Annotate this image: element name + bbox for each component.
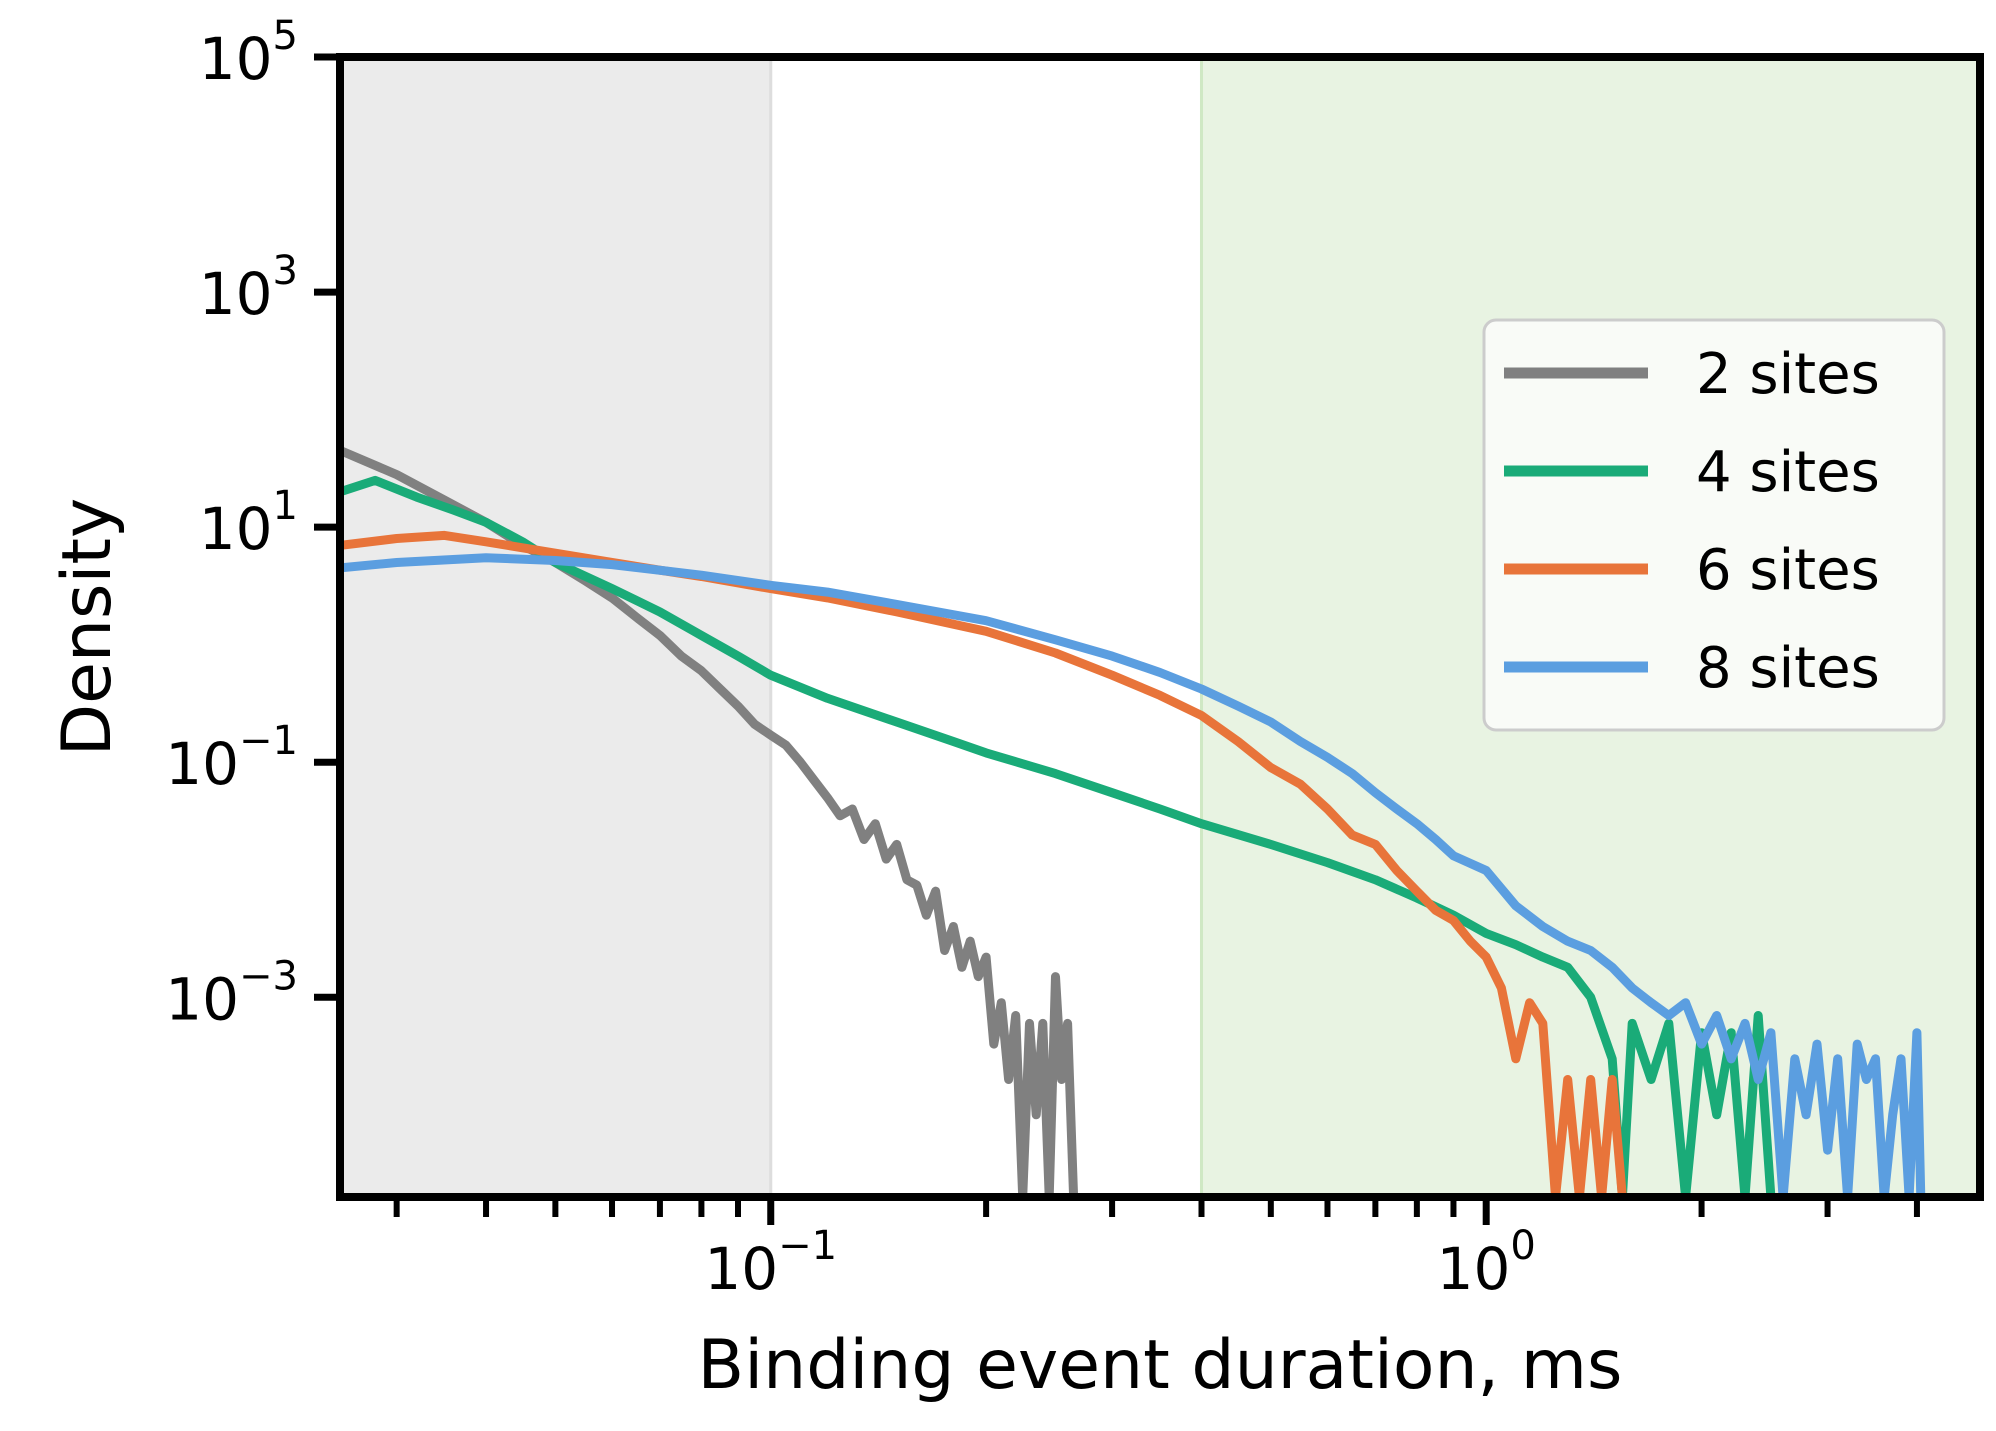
- legend-label-2: 4 sites: [1696, 440, 1880, 505]
- y-tick-exponent-1: −3: [239, 953, 298, 999]
- y-axis-ticks: 10−3 10−1 101 103 105: [165, 13, 340, 1033]
- y-tick-label-4: 103: [199, 248, 298, 328]
- plot-frame: [336, 53, 1984, 1201]
- x-axis-title: Binding event duration, ms: [698, 1326, 1623, 1405]
- y-tick-label-2: 10−1: [165, 718, 298, 798]
- y-tick-exponent-5: 5: [273, 13, 298, 59]
- shaded-region-1: [340, 57, 771, 1197]
- series-lines: [340, 446, 1926, 1197]
- series-line-4: [340, 553, 1926, 1197]
- y-axis-title: Density: [48, 498, 127, 757]
- x-axis-ticks: 10−1 100: [393, 1197, 1920, 1303]
- x-tick-label-1: 10−1: [704, 1223, 837, 1303]
- x-tick-label-2: 100: [1437, 1223, 1536, 1303]
- legend-label-4: 8 sites: [1696, 636, 1880, 701]
- y-tick-label-3: 101: [199, 483, 298, 563]
- series-line-2: [340, 475, 1776, 1197]
- y-tick-exponent-3: 1: [273, 483, 298, 529]
- legend-label-3: 6 sites: [1696, 538, 1880, 603]
- series-line-1: [340, 446, 1079, 1197]
- y-tick-label-5: 105: [199, 13, 298, 93]
- legend-box: [1482, 318, 1946, 732]
- y-tick-exponent-4: 3: [273, 248, 298, 294]
- y-tick-exponent-2: −1: [239, 718, 298, 764]
- y-tick-label-1: 10−3: [165, 953, 298, 1033]
- x-tick-exponent-1: −1: [778, 1223, 837, 1269]
- legend: 2 sites 4 sites 6 sites 8 sites: [1482, 318, 1946, 732]
- x-tick-exponent-2: 0: [1510, 1223, 1535, 1269]
- legend-label-1: 2 sites: [1696, 342, 1880, 407]
